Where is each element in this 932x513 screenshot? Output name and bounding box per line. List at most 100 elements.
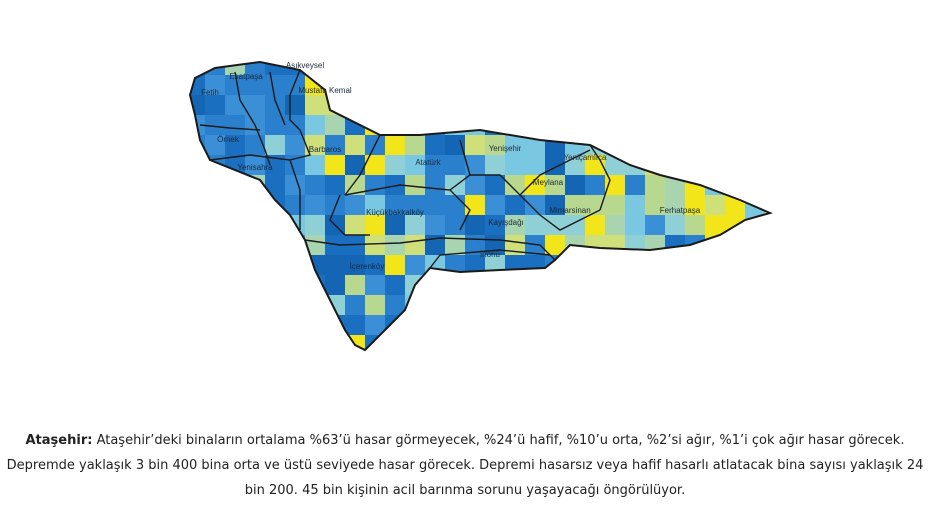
map-label: Meylana bbox=[533, 178, 564, 187]
map-tile bbox=[225, 275, 245, 295]
map-tile bbox=[445, 155, 465, 175]
map-tile bbox=[385, 295, 405, 315]
map-tile bbox=[245, 215, 265, 235]
map-tile bbox=[205, 195, 225, 215]
map-tile bbox=[385, 195, 405, 215]
map-tile bbox=[305, 155, 325, 175]
map-tile bbox=[325, 335, 345, 350]
map-tile bbox=[285, 295, 305, 315]
map-tile bbox=[425, 255, 445, 275]
map-tile bbox=[445, 195, 465, 215]
map-tile bbox=[545, 295, 565, 315]
map-tile bbox=[645, 215, 665, 235]
map-tile bbox=[205, 215, 225, 235]
map-tile bbox=[190, 335, 205, 350]
map-tile bbox=[190, 155, 205, 175]
map-tile bbox=[725, 75, 745, 95]
map-tile bbox=[705, 175, 725, 195]
map-tile bbox=[385, 275, 405, 295]
map-tile bbox=[585, 275, 605, 295]
map-label: Fetih bbox=[201, 88, 219, 97]
map-tile bbox=[405, 255, 425, 275]
map-tile bbox=[545, 195, 565, 215]
map-tile bbox=[465, 295, 485, 315]
map-tile bbox=[745, 135, 765, 155]
map-label: Esatpaşa bbox=[229, 72, 263, 81]
map-tile bbox=[265, 175, 285, 195]
map-tile bbox=[585, 75, 605, 95]
map-tile bbox=[565, 295, 585, 315]
map-tile bbox=[725, 62, 745, 75]
map-tile bbox=[285, 135, 305, 155]
map-tile bbox=[305, 175, 325, 195]
map-tile bbox=[365, 75, 385, 95]
map-tile bbox=[525, 315, 545, 335]
map-tile bbox=[505, 275, 525, 295]
map-tile bbox=[385, 255, 405, 275]
map-tile bbox=[725, 135, 745, 155]
map-tile bbox=[425, 195, 445, 215]
map-tile bbox=[405, 175, 425, 195]
map-tile bbox=[445, 295, 465, 315]
map-tile bbox=[525, 215, 545, 235]
map-tile bbox=[385, 315, 405, 335]
map-tile bbox=[345, 275, 365, 295]
map-tile bbox=[465, 155, 485, 175]
map-tile bbox=[445, 275, 465, 295]
map-tile bbox=[645, 75, 665, 95]
map-tile bbox=[405, 335, 425, 350]
map-tile bbox=[485, 275, 505, 295]
caption-title: Ataşehir: bbox=[25, 433, 93, 448]
map-tile bbox=[665, 135, 685, 155]
map-tile bbox=[565, 315, 585, 335]
map-tile bbox=[425, 235, 445, 255]
map-tile bbox=[545, 135, 565, 155]
map-tile bbox=[505, 155, 525, 175]
map-tile bbox=[665, 62, 685, 75]
map-tile bbox=[505, 295, 525, 315]
map-tile bbox=[325, 195, 345, 215]
map-tile bbox=[665, 115, 685, 135]
caption: Ataşehir: Ataşehir’deki binaların ortala… bbox=[4, 428, 926, 503]
map-tile bbox=[645, 115, 665, 135]
map-tile bbox=[605, 275, 625, 295]
map-tile bbox=[405, 115, 425, 135]
map-tile bbox=[245, 155, 265, 175]
map-tile bbox=[285, 335, 305, 350]
map-tile bbox=[265, 335, 285, 350]
map-tile bbox=[485, 195, 505, 215]
map-tile bbox=[685, 62, 705, 75]
map-tile bbox=[425, 155, 445, 175]
map-tile bbox=[725, 175, 745, 195]
map-tile bbox=[525, 255, 545, 275]
map-tile bbox=[190, 62, 205, 75]
map-tile bbox=[365, 195, 385, 215]
map-tile bbox=[265, 155, 285, 175]
map-tile bbox=[585, 295, 605, 315]
map-tile bbox=[705, 75, 725, 95]
map-tile bbox=[405, 62, 425, 75]
map-tile bbox=[745, 295, 765, 315]
map-label: Kayışdağı bbox=[488, 218, 524, 227]
map-tile bbox=[265, 215, 285, 235]
map-tile bbox=[205, 115, 225, 135]
map-tile bbox=[665, 275, 685, 295]
map-tile bbox=[685, 215, 705, 235]
map-tile bbox=[205, 175, 225, 195]
map-tile bbox=[745, 155, 765, 175]
map-tile bbox=[190, 255, 205, 275]
map-tile bbox=[245, 95, 265, 115]
map-tile bbox=[385, 135, 405, 155]
map-tile bbox=[525, 155, 545, 175]
map-tile bbox=[465, 315, 485, 335]
map-tile bbox=[265, 315, 285, 335]
map-tile bbox=[325, 175, 345, 195]
map-tile bbox=[585, 175, 605, 195]
map-tile bbox=[425, 315, 445, 335]
map-tile bbox=[685, 95, 705, 115]
map-tile bbox=[765, 335, 770, 350]
map-tile bbox=[265, 195, 285, 215]
map-tile bbox=[285, 75, 305, 95]
map-tile bbox=[485, 75, 505, 95]
map-tile bbox=[465, 135, 485, 155]
